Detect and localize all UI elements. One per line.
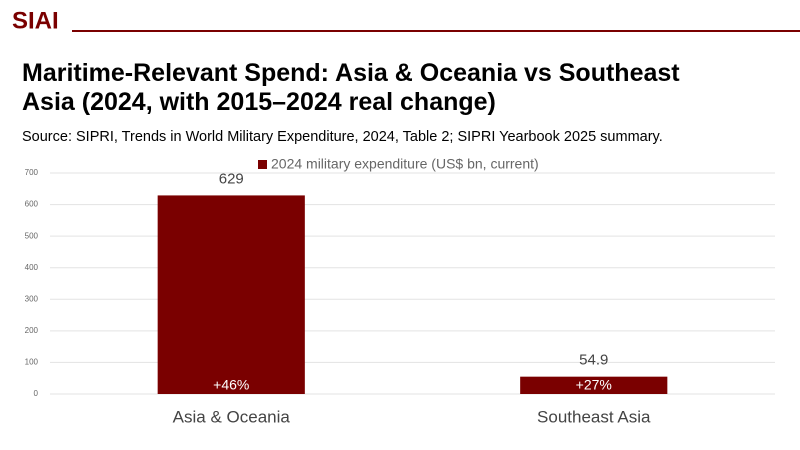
bar-annotation: +46%	[213, 377, 249, 393]
bar-annotation: +27%	[576, 377, 612, 393]
y-tick-label: 300	[25, 294, 39, 303]
value-label: 54.9	[579, 352, 608, 369]
y-tick-label: 600	[25, 200, 39, 209]
x-tick-label: Southeast Asia	[537, 407, 651, 426]
legend-swatch	[258, 160, 267, 169]
y-tick-label: 700	[25, 168, 39, 177]
legend-label: 2024 military expenditure (US$ bn, curre…	[271, 156, 539, 172]
chart-subtitle: Source: SIPRI, Trends in World Military …	[22, 129, 663, 145]
bar	[157, 195, 305, 394]
bar	[520, 376, 668, 394]
y-tick-label: 0	[34, 389, 39, 398]
brand-logo: SIAI	[12, 7, 59, 34]
value-label: 629	[219, 170, 244, 187]
y-tick-label: 200	[25, 326, 39, 335]
chart-title: Maritime-Relevant Spend: Asia & Oceania …	[22, 59, 680, 116]
y-tick-label: 100	[25, 358, 39, 367]
y-tick-label: 500	[25, 231, 39, 240]
x-tick-label: Asia & Oceania	[173, 407, 291, 426]
y-tick-label: 400	[25, 263, 39, 272]
